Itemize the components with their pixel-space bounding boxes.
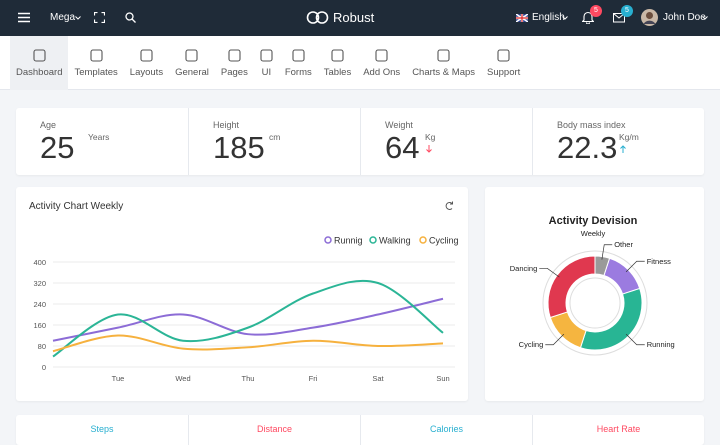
stat-unit: cm (269, 132, 281, 142)
nav-label: General (175, 66, 209, 78)
nav-item[interactable]: Dashboard (10, 36, 69, 90)
nav-label: Pages (220, 66, 248, 78)
nav-icon (185, 48, 199, 62)
nav-label: Tables (323, 66, 352, 78)
summary-label: Distance (188, 415, 360, 445)
nav-label: Support (487, 66, 521, 78)
nav-label: Dashboard (16, 66, 63, 78)
nav-item[interactable]: Forms (279, 36, 318, 90)
nav-icon (437, 48, 450, 62)
stat-label: Body mass index (557, 120, 626, 130)
nav-icon (33, 48, 46, 62)
stat-value: 185 (213, 130, 265, 165)
navbar: Mega Robust English 5 5 John Doe (0, 0, 720, 36)
stat-unit: Years (88, 132, 110, 142)
hamburger-icon[interactable] (18, 12, 30, 23)
nav-label: Forms (284, 66, 312, 78)
line-chart-card (16, 187, 468, 401)
nav-icon (292, 48, 305, 62)
nav-item[interactable]: Templates (68, 36, 123, 90)
stat-unit: Kg (425, 132, 436, 142)
chevron (75, 16, 81, 20)
trend-arrow (620, 145, 626, 153)
stat: Height 185 cm (188, 108, 360, 175)
stat-label: Height (213, 120, 240, 130)
nav-item[interactable]: Support (481, 36, 526, 90)
nav-item[interactable]: General (169, 36, 215, 90)
brand-logo (306, 11, 329, 24)
expand-icon[interactable] (94, 12, 105, 23)
nav-label: Charts & Maps (412, 66, 476, 78)
nav-icon (497, 48, 510, 62)
nav-label: Layouts (129, 66, 164, 78)
stat: Weight 64 Kg (360, 108, 532, 175)
nav-item[interactable]: Charts & Maps (406, 36, 481, 90)
notification-badge: 5 (590, 5, 602, 17)
stat-value: 22.3 (557, 130, 618, 165)
nav-label: Templates (74, 66, 118, 78)
message-badge: 5 (621, 5, 633, 17)
nav-item[interactable]: Layouts (124, 36, 169, 90)
search-icon[interactable] (125, 12, 136, 23)
language[interactable]: English (532, 12, 565, 23)
flag-icon (516, 14, 528, 22)
stats-card: Age 25 Years Height 185 cm Weight 64 Kg Body mass… (16, 108, 704, 175)
stat-label: Age (40, 120, 57, 130)
trend-arrow (426, 145, 432, 153)
donut-chart-card (485, 187, 704, 401)
menu-bar: Dashboard Templates Layouts General Pages UI F… (0, 36, 720, 90)
avatar[interactable] (641, 9, 658, 26)
user-name[interactable]: John Doe (663, 12, 706, 23)
nav-icon (90, 48, 103, 62)
stat-value: 25 (40, 130, 75, 165)
stat: Body mass index 22.3 Kg/m (532, 108, 704, 175)
stat-value: 64 (385, 130, 420, 165)
nav-icon (228, 48, 241, 62)
summary-card: Steps Distance Calories Heart Rate (16, 415, 704, 445)
nav-label: UI (261, 66, 272, 78)
nav-icon (140, 48, 153, 62)
nav-item[interactable]: UI (254, 36, 279, 90)
mega-menu[interactable]: Mega (50, 12, 76, 23)
summary-label: Calories (360, 415, 532, 445)
nav-item[interactable]: Tables (318, 36, 357, 90)
nav-item[interactable]: Add Ons (357, 36, 406, 90)
stat-unit: Kg/m (619, 132, 639, 142)
nav-icon (260, 48, 273, 62)
nav-icon (331, 48, 344, 62)
nav-item[interactable]: Pages (215, 36, 254, 90)
stat: Age 25 Years (16, 108, 188, 175)
stat-label: Weight (385, 120, 413, 130)
chevron (562, 16, 568, 20)
summary-label: Heart Rate (532, 415, 704, 445)
summary-label: Steps (90, 424, 114, 434)
nav-label: Add Ons (363, 66, 401, 78)
brand-name[interactable]: Robust (333, 10, 375, 25)
chevron (702, 16, 708, 20)
nav-icon (375, 48, 388, 62)
